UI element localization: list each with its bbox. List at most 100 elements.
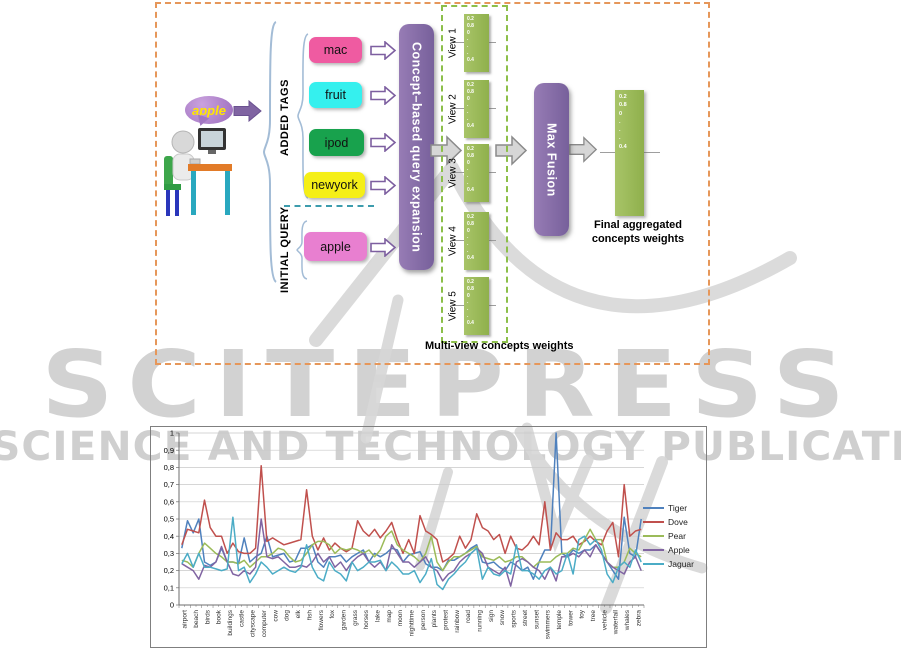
y-tick-label: 0,6 (164, 497, 174, 506)
x-tick-label: lake (375, 610, 382, 622)
legend-line-swatch (643, 506, 664, 510)
query-bubble-text: apple (192, 102, 226, 118)
legend-item: Tiger (643, 501, 694, 515)
x-tick-label: beach (193, 610, 200, 628)
y-tick-label: 0,7 (164, 480, 174, 489)
final-bar: 0.2 0.8 0... 0.4 (615, 90, 644, 216)
view-weight-bar: 0.2 0.8 0... 0.4 (464, 80, 489, 138)
x-tick-label: waterfall (613, 609, 620, 635)
expansion-box: Concept–based query expansion (399, 24, 434, 270)
view-bar-values: 0.2 0.8 0... 0.4 (467, 82, 474, 129)
y-tick-label: 0,1 (164, 583, 174, 592)
x-tick-label: protest (443, 610, 450, 630)
x-tick-label: whales (624, 609, 631, 631)
y-tick-label: 0,3 (164, 549, 174, 558)
x-tick-label: birds (204, 609, 211, 624)
flow-arrow (569, 136, 598, 163)
x-tick-label: plants (431, 609, 438, 627)
x-tick-label: snow (499, 610, 506, 625)
y-tick-label: 0,4 (164, 532, 174, 541)
legend-label: Jaguar (668, 559, 694, 569)
x-tick-label: person (420, 610, 427, 630)
y-tick-label: 1 (170, 429, 174, 438)
view-bar-values: 0.2 0.8 0... 0.4 (467, 214, 474, 261)
series-dove (181, 464, 642, 563)
x-tick-label: dog (284, 610, 291, 621)
view-weight-bar: 0.2 0.8 0... 0.4 (464, 212, 489, 270)
x-tick-label: elk (295, 609, 302, 618)
x-tick-label: castle (238, 610, 245, 627)
tag-newyork: newyork (304, 172, 365, 198)
x-tick-label: fox (329, 609, 336, 618)
tags-separator-line (284, 205, 374, 207)
x-tick-label: grass (352, 609, 359, 626)
view-bar-values: 0.2 0.8 0... 0.4 (467, 279, 474, 326)
view-label: View 4 (447, 226, 459, 256)
initial-query-label: INITIAL QUERY (279, 206, 291, 294)
x-tick-label: garden (341, 610, 348, 631)
legend-label: Dove (668, 517, 688, 527)
tag-mac: mac (309, 37, 362, 63)
x-tick-label: cityscape (250, 610, 257, 637)
x-tick-label: tower (567, 609, 574, 626)
chart-plot: 0 0,1 0,2 0,3 0,4 0,5 0,6 0,7 0,8 0,9 1 airport beac… (164, 429, 645, 639)
watermark-title: SCITEPRESS (41, 330, 859, 439)
x-tick-label: book (216, 609, 223, 624)
view-label: View 5 (447, 291, 459, 321)
x-tick-label: swimmers (545, 609, 552, 639)
y-tick-label: 0,2 (164, 566, 174, 575)
x-tick-label: buildings (227, 609, 234, 635)
tag-label: fruit (325, 88, 346, 102)
view-label: View 2 (447, 94, 459, 124)
chart-legend: Tiger Dove Pear Apple Jaguar (643, 501, 694, 571)
flow-arrow (430, 135, 463, 166)
added-tags-brace (297, 33, 309, 199)
x-tick-label: computer (261, 609, 268, 637)
legend-item: Apple (643, 543, 694, 557)
multiview-caption: Multi-view concepts weights (425, 340, 574, 352)
x-tick-label: running (477, 610, 484, 632)
tag-arrow (370, 176, 397, 195)
y-tick-label: 0,8 (164, 463, 174, 472)
tag-arrow (370, 133, 397, 152)
x-tick-label: airport (182, 610, 189, 629)
view-bar-values: 0.2 0.8 0... 0.4 (467, 16, 474, 63)
max-fusion-label: Max Fusion (544, 122, 559, 197)
view-weight-bar: 0.2 0.8 0... 0.4 (464, 144, 489, 202)
added-tags-label: ADDED TAGS (279, 79, 291, 157)
x-tick-label: vehicle (601, 610, 608, 631)
tag-ipod: ipod (309, 129, 364, 156)
user-to-tags-arrow (233, 100, 262, 122)
all-inputs-brace (263, 21, 277, 283)
views-group-border (441, 5, 508, 343)
legend-line-swatch (643, 548, 664, 552)
x-tick-label: tree (590, 610, 597, 622)
x-tick-label: temple (556, 610, 563, 630)
expansion-box-label: Concept–based query expansion (409, 41, 424, 253)
x-tick-label: flowers (318, 609, 325, 630)
query-bubble: apple (185, 96, 233, 124)
tag-label: mac (323, 43, 348, 57)
x-tick-label: sunset (533, 610, 540, 629)
view-label: View 1 (447, 28, 459, 58)
x-tick-label: street (522, 610, 529, 626)
query-expansion-diagram: apple ADDED T (155, 2, 710, 365)
x-tick-label: moon (397, 610, 404, 627)
y-tick-label: 0,9 (164, 446, 174, 455)
series-apple (181, 518, 642, 587)
legend-item: Dove (643, 515, 694, 529)
x-tick-label: rainbow (454, 610, 461, 633)
series-pear (181, 528, 642, 572)
x-tick-label: road (465, 610, 472, 623)
final-bar-values: 0.2 0.8 0... 0.4 (619, 94, 627, 150)
series-tiger (181, 432, 642, 580)
tag-label: ipod (324, 135, 349, 150)
tag-apple-initial: apple (304, 232, 367, 261)
tag-label: apple (320, 239, 351, 254)
legend-item: Pear (643, 529, 694, 543)
x-tick-label: cow (272, 610, 279, 622)
concept-weights-chart: 0 0,1 0,2 0,3 0,4 0,5 0,6 0,7 0,8 0,9 1 airport beac… (150, 426, 707, 648)
view-weight-bar: 0.2 0.8 0... 0.4 (464, 14, 489, 72)
x-tick-label: horses (363, 609, 370, 629)
